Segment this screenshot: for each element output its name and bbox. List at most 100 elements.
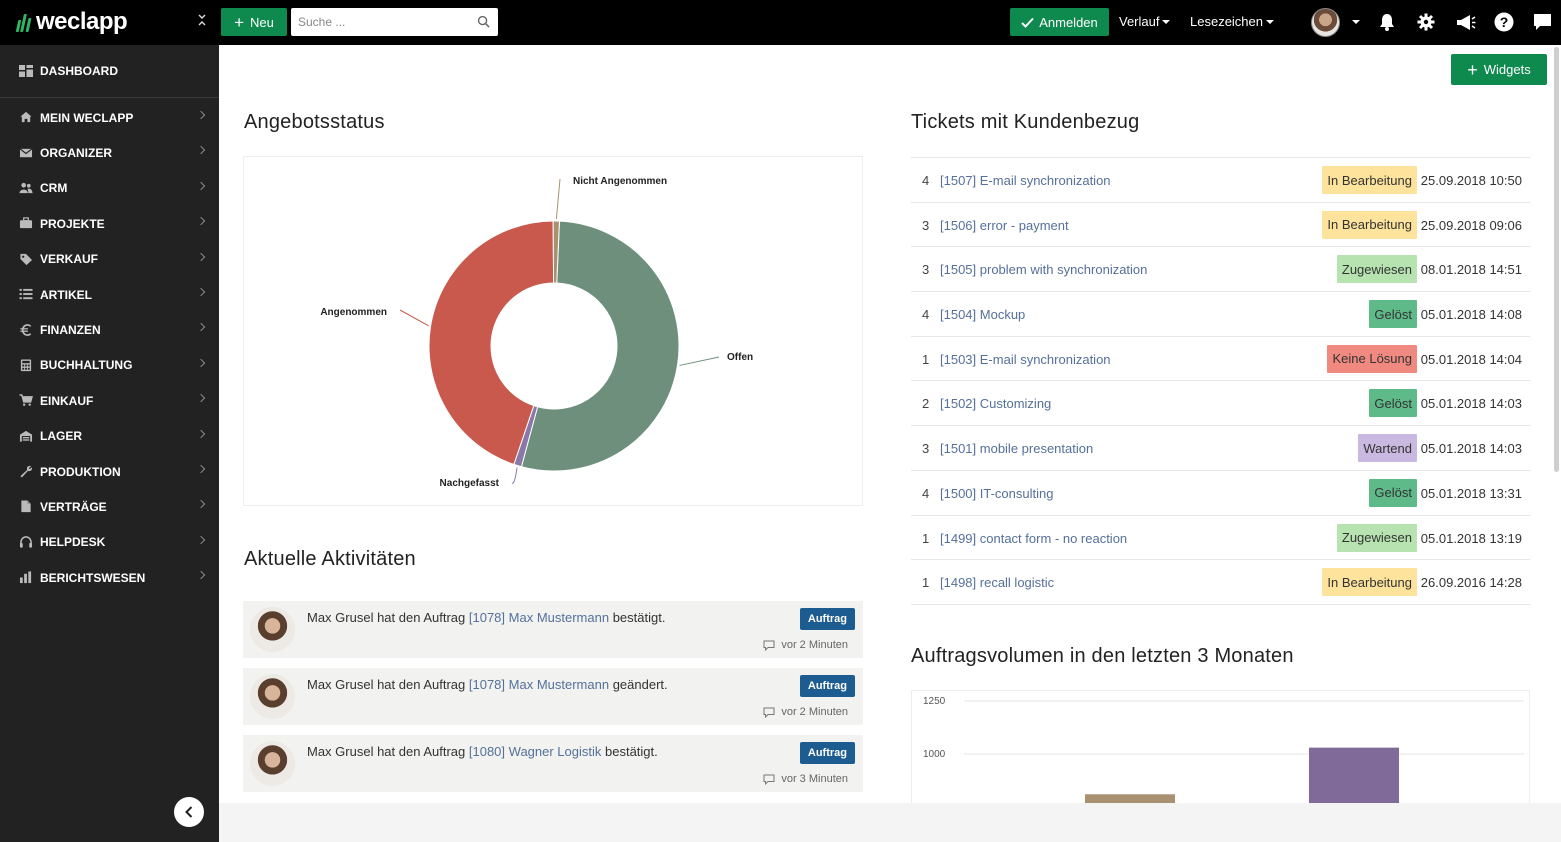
ticket-priority: 1 [922,530,930,546]
user-avatar[interactable] [1311,8,1340,37]
ticket-priority: 2 [922,396,930,412]
order-link[interactable]: [1078] Max Mustermann [469,610,609,625]
help-icon[interactable]: ? [1493,11,1515,33]
chevron-right-icon [196,110,206,120]
sidebar-item-label: MEIN WECLAPP [40,110,134,125]
collapse-sidebar-icon[interactable] [197,13,207,29]
sidebar-item-finanzen[interactable]: FINANZEN [0,312,219,347]
sidebar-item-mein-weclapp[interactable]: MEIN WECLAPP [0,100,219,135]
users-icon [18,182,33,195]
ticket-link[interactable]: [1499] contact form - no reaction [940,530,1128,546]
user-menu-chevron-icon[interactable] [1352,20,1360,24]
chevron-right-icon [196,570,206,580]
activity-suffix: geändert. [609,677,668,692]
ticket-link[interactable]: [1503] E-mail synchronization [940,351,1111,367]
ticket-link[interactable]: [1500] IT-consulting [940,485,1054,501]
weclapp-logo[interactable]: weclapp [15,8,128,36]
activity-type-badge[interactable]: Auftrag [799,608,855,630]
activity-item: Max Grusel hat den Auftrag [1078] Max Mu… [243,601,863,658]
history-dropdown[interactable]: Verlauf [1119,14,1171,29]
megaphone-icon[interactable] [1455,11,1477,33]
sidebar-item-projekte[interactable]: PROJEKTE [0,206,219,241]
sidebar-item-buchhaltung[interactable]: BUCHHALTUNG [0,348,219,383]
activity-time: vor 3 Minuten [763,773,848,785]
login-button-label: Anmelden [1039,14,1098,30]
sidebar-item-verkauf[interactable]: VERKAUF [0,242,219,277]
activity-text: Max Grusel hat den Auftrag [1078] Max Mu… [307,610,665,625]
chevron-left-icon [185,806,193,818]
cart-icon [18,394,33,407]
ticket-link[interactable]: [1506] error - payment [940,217,1069,233]
chat-icon[interactable] [1531,11,1553,33]
sidebar-item-label: EINKAUF [40,393,94,408]
order-customer: Max Mustermann [508,677,610,692]
sidebar-item-label: PRODUKTION [40,464,121,479]
pie-slice-nicht-angenommen[interactable] [552,220,560,284]
tickets-list: 4 [1507] E-mail synchronization In Bearbei… [911,157,1530,605]
sidebar-collapse-button[interactable] [174,797,204,827]
sidebar-item-label: CRM [40,181,68,196]
sidebar-item-dashboard[interactable]: DASHBOARD [0,45,219,98]
pie-slice-offen[interactable] [520,220,680,472]
activity-suffix: bestätigt. [601,744,658,759]
calculator-icon [18,359,33,372]
gear-icon[interactable] [1415,11,1437,33]
activity-type-badge[interactable]: Auftrag [799,675,855,697]
ticket-link[interactable]: [1507] E-mail synchronization [940,173,1111,188]
pie-slice-angenommen[interactable] [428,220,555,466]
ticket-link[interactable]: [1505] problem with synchronization [940,262,1148,278]
ticket-priority: 3 [922,217,930,233]
sidebar-item-produktion[interactable]: PRODUKTION [0,454,219,489]
sidebar-item-label: BUCHHALTUNG [40,358,133,373]
ticket-row: 3 [1506] error - payment In Bearbeitung 25.… [911,203,1530,248]
offer-status-chart: Offen Nachgefasst Angenommen Nicht Angenomm… [243,156,863,506]
ticket-status-badge: Gelöst [1369,300,1417,329]
bar[interactable] [1085,794,1175,803]
sidebar-item-label: DASHBOARD [40,64,118,78]
search-input[interactable] [291,8,498,36]
ticket-row: 1 [1499] contact form - no reaction Zugewi… [911,516,1530,561]
ticket-link[interactable]: [1501] mobile presentation [940,441,1094,457]
ticket-priority: 1 [922,351,930,367]
ticket-link[interactable]: [1498] recall logistic [940,575,1055,591]
activity-item: Max Grusel hat den Auftrag [1078] Max Mu… [243,668,863,725]
briefcase-icon [18,217,33,230]
ticket-date: 05.01.2018 14:03 [1420,441,1522,457]
plus-icon: + [234,12,245,32]
top-bar: weclapp + Neu Anmelden Verlauf Lesezeich… [0,0,1561,45]
scrollbar[interactable] [1554,47,1559,472]
bookmarks-dropdown[interactable]: Lesezeichen [1190,14,1274,29]
sidebar-item-organizer[interactable]: ORGANIZER [0,135,219,170]
ticket-link[interactable]: [1504] Mockup [940,307,1026,323]
sidebar-item-lager[interactable]: LAGER [0,419,219,454]
activity-type-badge[interactable]: Auftrag [799,742,855,764]
order-customer: Wagner Logistik [508,744,602,759]
bar[interactable] [1309,747,1399,803]
search-icon[interactable] [477,15,490,28]
sidebar-item-verträge[interactable]: VERTRÄGE [0,489,219,524]
sidebar-item-artikel[interactable]: ARTIKEL [0,277,219,312]
bell-icon[interactable] [1376,11,1398,33]
comment-icon[interactable] [763,707,775,718]
new-button[interactable]: + Neu [221,8,287,36]
ticket-priority: 3 [922,262,930,278]
comment-icon[interactable] [763,640,775,651]
avatar[interactable] [250,741,295,786]
comment-icon[interactable] [763,774,775,785]
avatar[interactable] [250,607,295,652]
ticket-date: 25.09.2018 10:50 [1420,173,1522,188]
avatar[interactable] [250,674,295,719]
login-button[interactable]: Anmelden [1010,8,1109,36]
sidebar-item-crm[interactable]: CRM [0,171,219,206]
sidebar-item-einkauf[interactable]: EINKAUF [0,383,219,418]
order-link[interactable]: [1078] Max Mustermann [469,677,609,692]
order-link[interactable]: [1080] Wagner Logistik [469,744,602,759]
ticket-link[interactable]: [1502] Customizing [940,396,1052,412]
activities-title: Aktuelle Aktivitäten [244,548,416,570]
widgets-button[interactable]: + Widgets [1451,54,1547,85]
ticket-date: 08.01.2018 14:51 [1420,262,1522,278]
order-ref: [1078] [468,610,506,625]
warehouse-icon [18,430,33,443]
sidebar-item-helpdesk[interactable]: HELPDESK [0,525,219,560]
sidebar-item-berichtswesen[interactable]: BERICHTSWESEN [0,560,219,595]
